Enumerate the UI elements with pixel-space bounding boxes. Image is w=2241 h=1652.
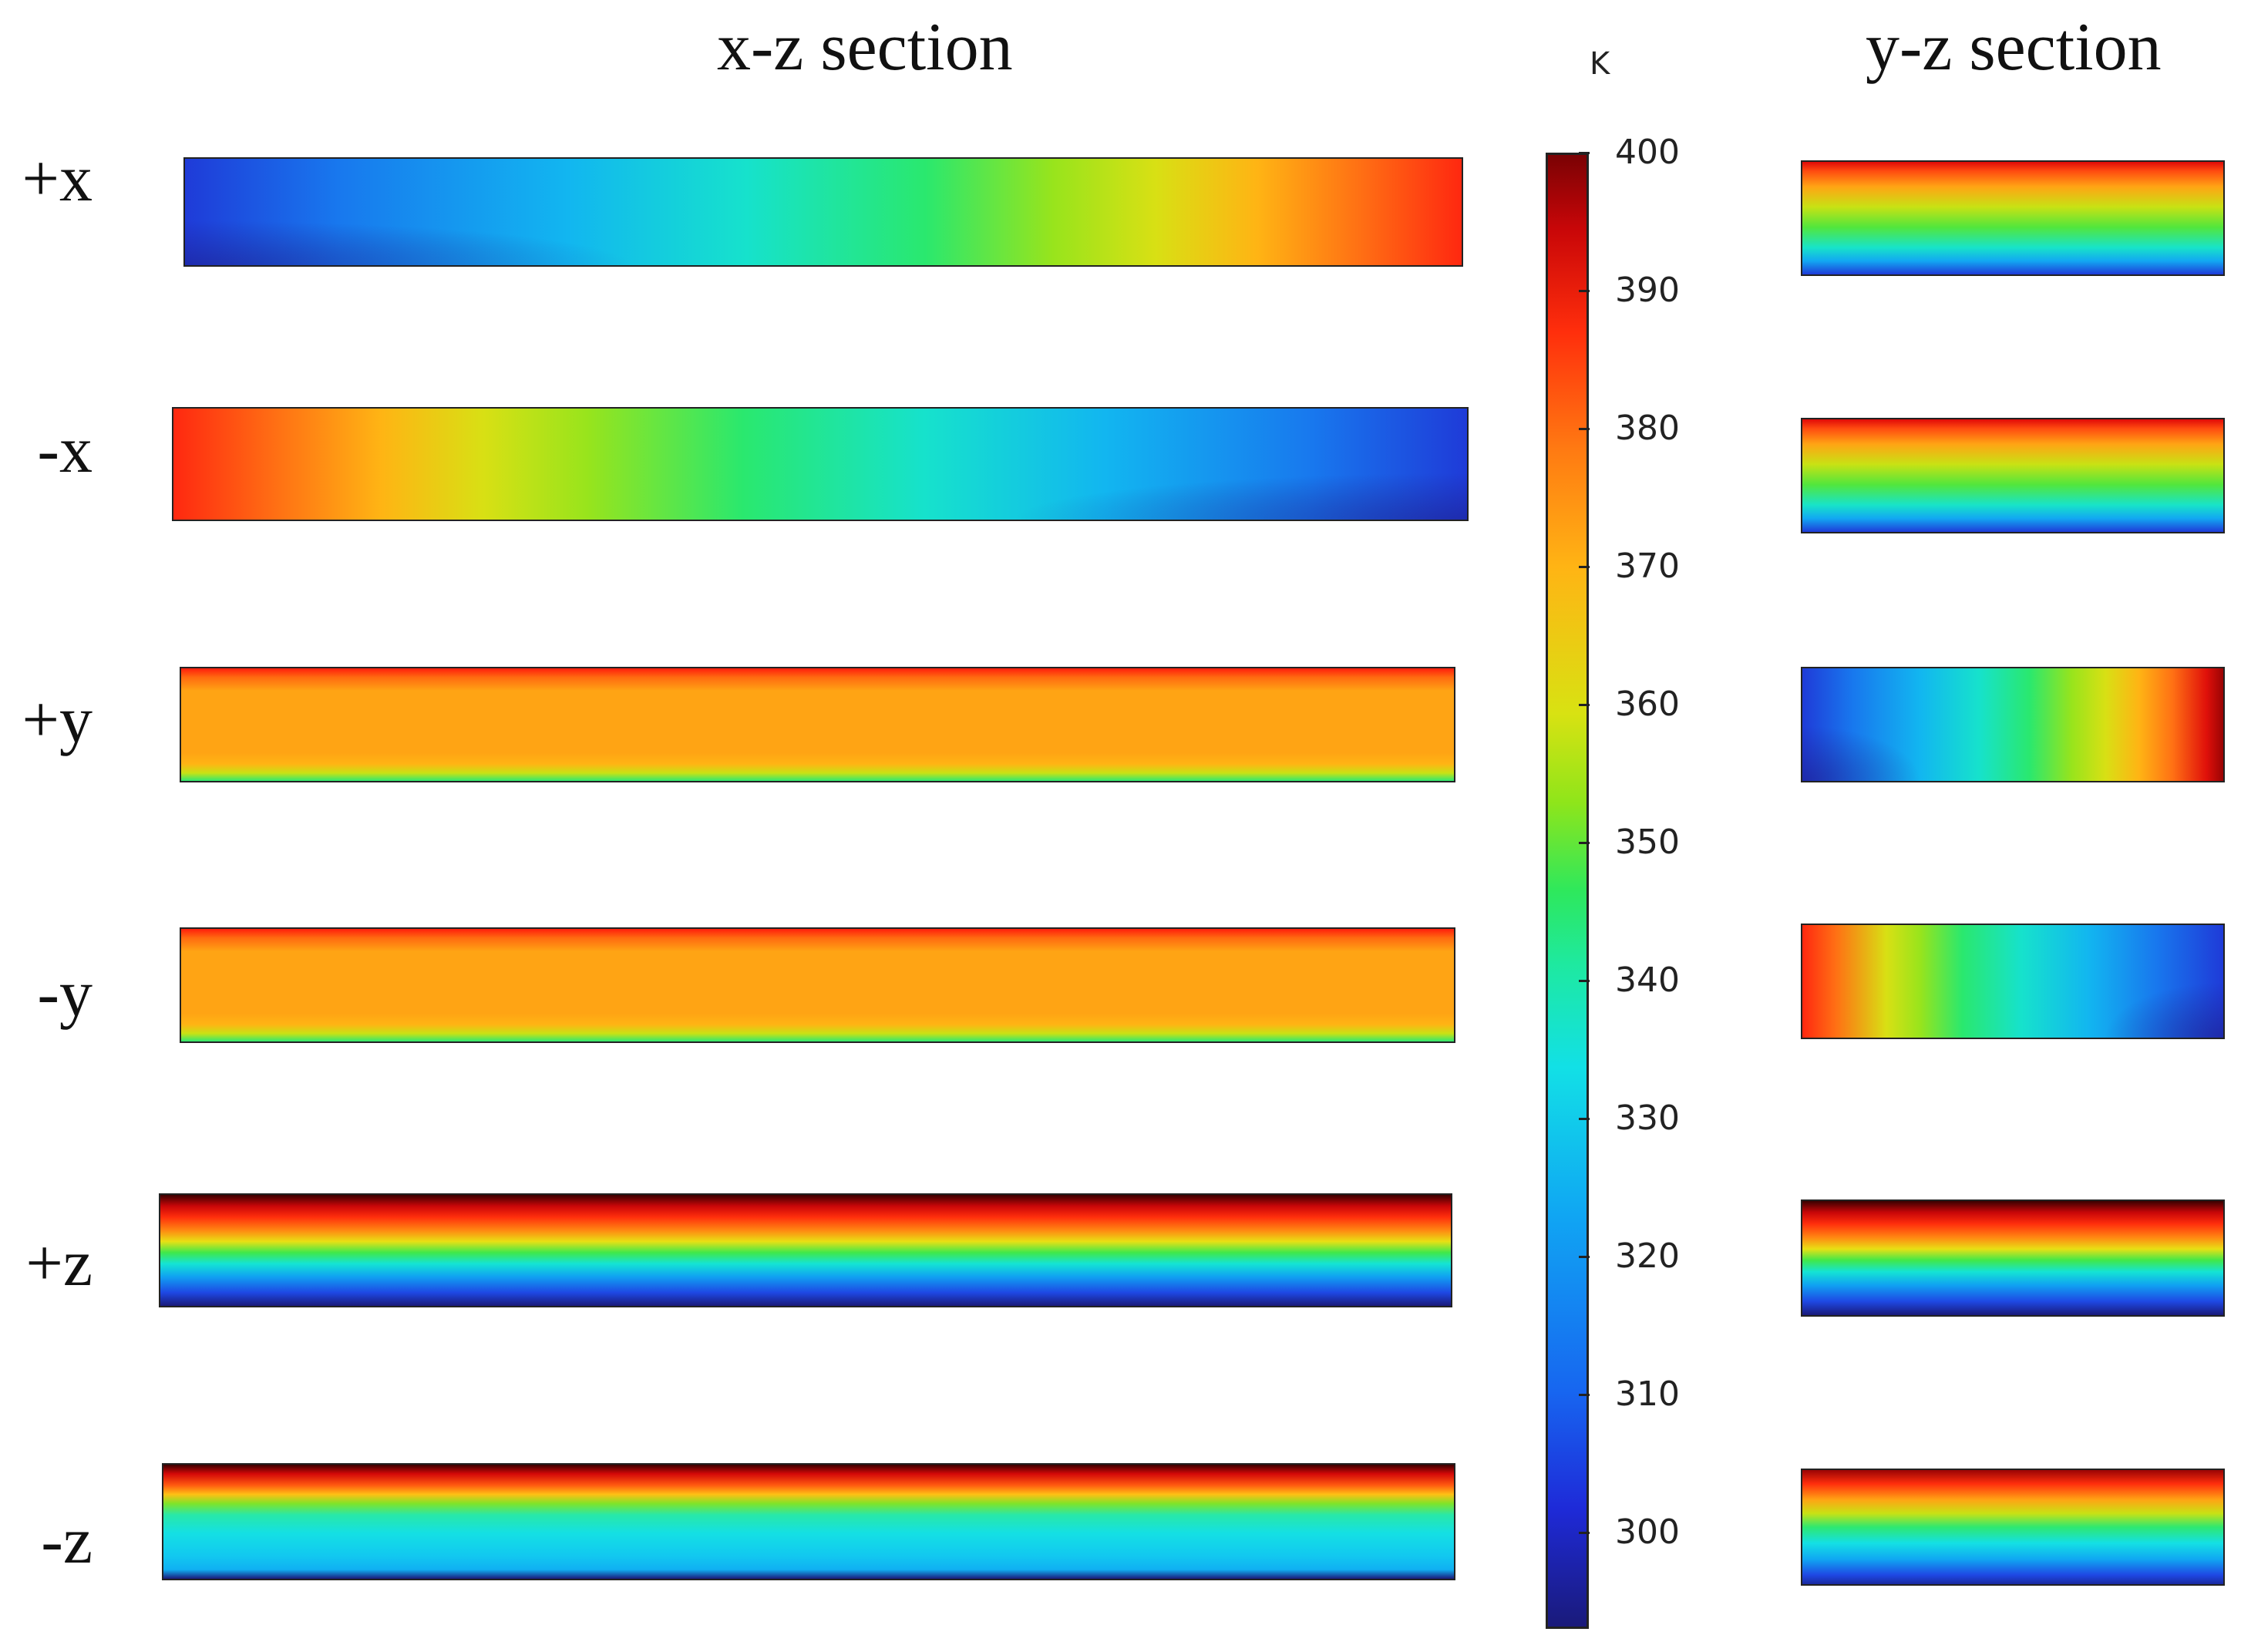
colorbar-tick-label: 320 bbox=[1615, 1236, 1680, 1276]
xz-panel-minus-z bbox=[162, 1463, 1455, 1580]
colorbar-tick-mark bbox=[1579, 703, 1590, 706]
colorbar-tick-mark bbox=[1579, 1531, 1590, 1534]
colorbar-tick-label: 400 bbox=[1615, 133, 1680, 172]
row-label-plus-x: +x bbox=[22, 141, 93, 215]
colorbar-tick-label: 350 bbox=[1615, 822, 1680, 862]
yz-panel-plus-x bbox=[1801, 160, 2225, 276]
colorbar-tick-label: 340 bbox=[1615, 960, 1680, 1000]
xz-panel-plus-y bbox=[180, 667, 1455, 782]
colorbar-tick-label: 300 bbox=[1615, 1512, 1680, 1552]
colorbar-unit-label: K bbox=[1590, 46, 1610, 82]
row-label-plus-z: +z bbox=[25, 1226, 93, 1300]
yz-section-title: y-z section bbox=[1866, 10, 2162, 85]
colorbar-tick-mark bbox=[1579, 152, 1590, 154]
colorbar bbox=[1546, 153, 1589, 1629]
row-label-plus-y: +y bbox=[22, 682, 93, 756]
colorbar-tick-label: 390 bbox=[1615, 270, 1680, 310]
colorbar-tick-mark bbox=[1579, 427, 1590, 430]
yz-panel-minus-x bbox=[1801, 418, 2225, 533]
colorbar-tick-mark bbox=[1579, 289, 1590, 292]
xz-panel-plus-x bbox=[183, 157, 1463, 267]
row-label-minus-z: -z bbox=[41, 1503, 93, 1577]
colorbar-tick-label: 310 bbox=[1615, 1374, 1680, 1414]
xz-panel-minus-y bbox=[180, 927, 1455, 1043]
xz-panel-minus-x bbox=[172, 407, 1469, 521]
colorbar-tick-label: 360 bbox=[1615, 684, 1680, 724]
yz-panel-minus-y bbox=[1801, 924, 2225, 1039]
colorbar-tick-label: 380 bbox=[1615, 408, 1680, 448]
colorbar-tick-mark bbox=[1579, 979, 1590, 982]
colorbar-tick-mark bbox=[1579, 565, 1590, 568]
colorbar-tick-mark bbox=[1579, 1255, 1590, 1258]
colorbar-tick-label: 370 bbox=[1615, 546, 1680, 586]
yz-panel-minus-z bbox=[1801, 1469, 2225, 1586]
colorbar-tick-label: 330 bbox=[1615, 1098, 1680, 1138]
row-label-minus-x: -x bbox=[37, 412, 93, 486]
row-label-minus-y: -y bbox=[37, 956, 93, 1030]
colorbar-tick-mark bbox=[1579, 1117, 1590, 1120]
xz-section-title: x-z section bbox=[717, 10, 1013, 85]
colorbar-tick-mark bbox=[1579, 1393, 1590, 1396]
yz-panel-plus-z bbox=[1801, 1199, 2225, 1317]
colorbar-tick-mark bbox=[1579, 841, 1590, 844]
xz-panel-plus-z bbox=[159, 1193, 1452, 1307]
yz-panel-plus-y bbox=[1801, 667, 2225, 782]
